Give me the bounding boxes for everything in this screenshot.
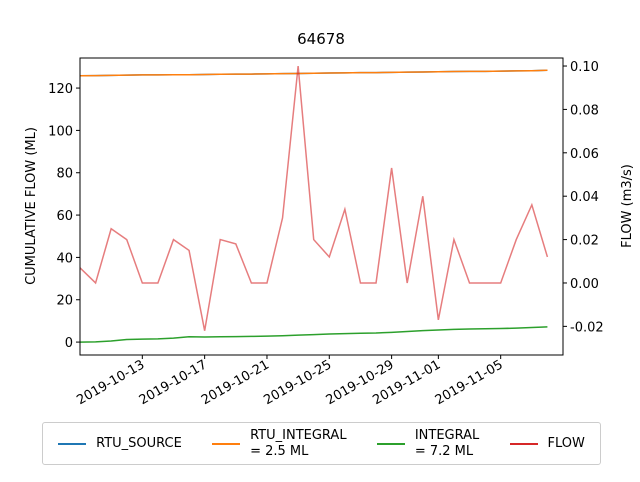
y2-tick-label: 0.00 — [570, 277, 599, 292]
legend-item: FLOW — [509, 435, 585, 452]
legend-swatch — [376, 442, 405, 445]
plot-frame — [79, 57, 564, 356]
legend-label: INTEGRAL = 7.2 ML — [414, 427, 480, 459]
legend-item: INTEGRAL = 7.2 ML — [376, 427, 480, 460]
x-tick-label: 2019-10-25 — [261, 357, 334, 408]
y2-axis-label: FLOW (m3/s) — [620, 164, 635, 248]
legend-label: FLOW — [547, 435, 585, 451]
y-tick-label: 60 — [56, 209, 73, 224]
legend-label: RTU_SOURCE — [96, 435, 182, 451]
y-tick-label: 100 — [48, 124, 73, 139]
y2-tick-label: 0.04 — [570, 190, 599, 205]
legend-item: RTU_INTEGRAL = 2.5 ML — [212, 427, 347, 460]
chart-title: 64678 — [297, 30, 345, 48]
y2-tick-label: 0.08 — [570, 103, 599, 118]
y2-tick-label: 0.02 — [570, 234, 599, 249]
y-tick-label: 120 — [48, 82, 73, 97]
x-tick-label: 2019-11-05 — [433, 357, 506, 408]
legend-item: RTU_SOURCE — [58, 436, 182, 452]
y2-tick-label: 0.06 — [570, 147, 599, 162]
series-line — [79, 326, 548, 343]
y-tick-label: 20 — [56, 294, 73, 309]
y-tick-label: 0 — [65, 336, 73, 351]
legend-swatch — [58, 442, 87, 445]
y-tick-label: 40 — [56, 251, 73, 266]
y-axis-label: CUMULATIVE FLOW (ML) — [24, 127, 39, 285]
series-line — [79, 69, 548, 77]
legend-swatch — [509, 442, 538, 445]
legend-swatch — [212, 442, 241, 445]
x-tick-label: 2019-10-13 — [74, 357, 147, 408]
x-tick-label: 2019-10-17 — [137, 357, 210, 408]
legend: RTU_SOURCE RTU_INTEGRAL = 2.5 ML INTEGRAL … — [42, 422, 601, 465]
y-tick-label: 80 — [56, 167, 73, 182]
x-tick-label: 2019-10-21 — [199, 357, 272, 408]
y2-tick-label: 0.10 — [570, 60, 599, 75]
legend-label: RTU_INTEGRAL = 2.5 ML — [250, 427, 347, 459]
series-line — [79, 65, 549, 331]
y2-tick-label: -0.02 — [570, 320, 604, 335]
